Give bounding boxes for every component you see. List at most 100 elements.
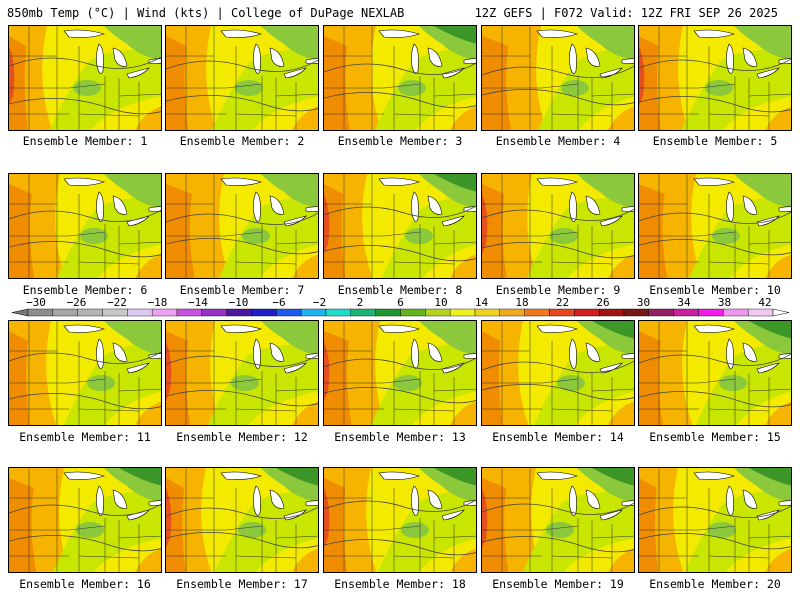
colorbar-swatch	[27, 308, 54, 317]
temperature-field-map	[482, 26, 634, 130]
ensemble-map-panel	[165, 467, 319, 573]
colorbar-swatch	[325, 308, 352, 317]
colorbar-tick-label: −10	[228, 296, 249, 309]
ensemble-member-label: Ensemble Member: 8	[337, 283, 463, 297]
colorbar-swatch	[77, 308, 103, 317]
ensemble-map-panel	[481, 173, 635, 279]
colorbar-tick-label: 18	[515, 296, 529, 309]
temperature-field-map	[9, 26, 161, 130]
colorbar-swatch	[623, 308, 650, 317]
colorbar-swatch	[723, 308, 749, 317]
temperature-field-map	[166, 26, 318, 130]
colorbar-tick-label: 38	[717, 296, 732, 309]
ensemble-member-label: Ensemble Member: 6	[22, 283, 148, 297]
colorbar-swatch	[350, 308, 376, 317]
valid-time-label: 12Z GEFS | F072 Valid: 12Z FRI SEP 26 20…	[474, 6, 778, 20]
colorbar-swatch	[102, 308, 128, 317]
colorbar-swatch	[375, 308, 401, 317]
colorbar-swatch	[474, 308, 501, 317]
ensemble-map-panel	[165, 25, 319, 131]
ensemble-map-panel	[8, 25, 162, 131]
colorbar-min-arrow	[11, 308, 29, 317]
ensemble-map-panel	[638, 320, 792, 426]
colorbar-swatch	[127, 308, 153, 317]
colorbar-tick-label: −18	[147, 296, 168, 309]
ensemble-member-label: Ensemble Member: 13	[334, 430, 466, 444]
ensemble-member-label: Ensemble Member: 17	[176, 577, 308, 591]
ensemble-member-label: Ensemble Member: 14	[492, 430, 624, 444]
colorbar-tick-label: −26	[66, 296, 87, 309]
ensemble-map-panel	[481, 25, 635, 131]
colorbar-swatch	[499, 308, 525, 317]
colorbar-tick-label: 2	[356, 296, 364, 309]
colorbar-swatch	[201, 308, 227, 317]
colorbar-swatch	[176, 308, 203, 317]
colorbar-swatch	[673, 308, 699, 317]
colorbar-tick-label: 6	[397, 296, 404, 309]
ensemble-map-panel	[638, 467, 792, 573]
temperature-field-map	[9, 174, 161, 278]
colorbar-tick-label: 30	[636, 296, 651, 309]
colorbar-tick-label: 34	[677, 296, 691, 309]
colorbar-swatch	[574, 308, 600, 317]
colorbar-swatch	[151, 308, 178, 317]
ensemble-map-panel	[323, 25, 477, 131]
ensemble-member-label: Ensemble Member: 18	[334, 577, 466, 591]
ensemble-member-label: Ensemble Member: 19	[492, 577, 624, 591]
temperature-field-map	[482, 468, 634, 572]
ensemble-member-label: Ensemble Member: 7	[179, 283, 305, 297]
ensemble-member-label: Ensemble Member: 16	[19, 577, 151, 591]
ensemble-member-label: Ensemble Member: 2	[179, 134, 305, 148]
ensemble-map-panel	[8, 467, 162, 573]
temperature-field-map	[482, 321, 634, 425]
ensemble-member-label: Ensemble Member: 9	[495, 283, 621, 297]
colorbar-swatch	[251, 308, 277, 317]
temperature-field-map	[166, 174, 318, 278]
colorbar-tick-label: −2	[312, 296, 327, 309]
colorbar-swatch	[648, 308, 674, 317]
ensemble-member-label: Ensemble Member: 20	[649, 577, 781, 591]
ensemble-map-panel	[8, 320, 162, 426]
temperature-field-map	[9, 321, 161, 425]
ensemble-map-panel	[481, 467, 635, 573]
colorbar-tick-label: 42	[758, 296, 772, 309]
ensemble-map-panel	[323, 173, 477, 279]
colorbar-swatch	[698, 308, 724, 317]
temperature-field-map	[639, 321, 791, 425]
colorbar-tick-label: −30	[26, 296, 46, 309]
ensemble-map-panel	[638, 173, 792, 279]
temperature-field-map	[482, 174, 634, 278]
colorbar-max-arrow	[772, 308, 790, 317]
temperature-field-map	[166, 468, 318, 572]
colorbar-tick-label: −6	[272, 296, 286, 309]
ensemble-member-label: Ensemble Member: 15	[649, 430, 781, 444]
temperature-field-map	[324, 174, 476, 278]
colorbar-swatch	[276, 308, 302, 317]
temperature-field-map	[324, 26, 476, 130]
colorbar-tick-label: 14	[474, 296, 489, 309]
colorbar-tick-label: −14	[188, 296, 208, 309]
colorbar-tick-label: 26	[596, 296, 610, 309]
colorbar-swatch	[400, 308, 426, 317]
temperature-field-map	[9, 468, 161, 572]
colorbar-swatch	[549, 308, 575, 317]
ensemble-map-panel	[638, 25, 792, 131]
temperature-field-map	[639, 174, 791, 278]
product-title: 850mb Temp (°C) | Wind (kts) | College o…	[7, 6, 405, 20]
ensemble-map-panel	[165, 173, 319, 279]
temperature-field-map	[324, 468, 476, 572]
temperature-colorbar	[11, 308, 790, 317]
ensemble-map-panel	[323, 467, 477, 573]
colorbar-swatch	[425, 308, 451, 317]
ensemble-member-label: Ensemble Member: 11	[19, 430, 151, 444]
colorbar-swatch	[747, 308, 774, 317]
ensemble-member-label: Ensemble Member: 5	[652, 134, 778, 148]
ensemble-map-panel	[323, 320, 477, 426]
ensemble-map-panel	[8, 173, 162, 279]
ensemble-member-label: Ensemble Member: 3	[337, 134, 463, 148]
temperature-field-map	[639, 468, 791, 572]
colorbar-swatch	[449, 308, 476, 317]
temperature-field-map	[639, 26, 791, 130]
ensemble-map-panel	[165, 320, 319, 426]
colorbar-tick-label: 10	[434, 296, 448, 309]
